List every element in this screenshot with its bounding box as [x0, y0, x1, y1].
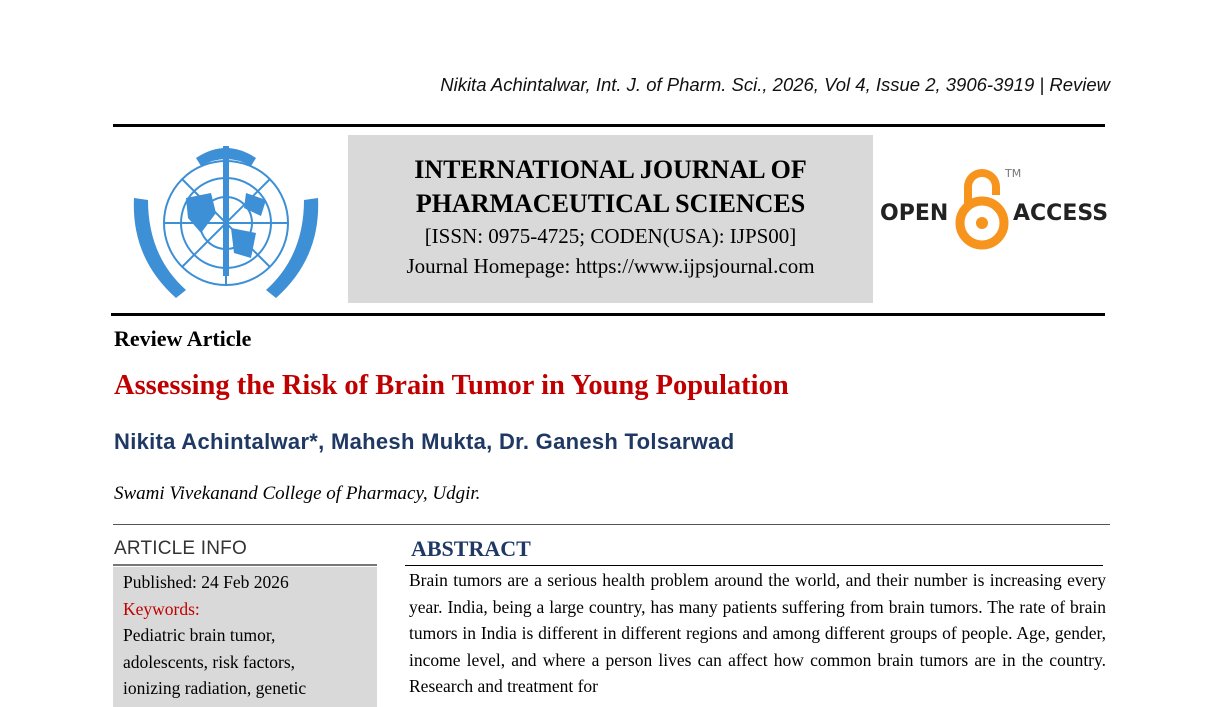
article-info-rule [113, 564, 377, 566]
article-info-heading: ARTICLE INFO [114, 538, 247, 559]
journal-homepage: Journal Homepage: https://www.ijpsjourna… [406, 254, 815, 278]
open-access-right-text: ACCESS [1013, 201, 1109, 226]
journal-name-line1: INTERNATIONAL JOURNAL OF [414, 155, 807, 184]
abstract-text: Brain tumors are a serious health proble… [409, 570, 1106, 696]
keywords-line: ionizing radiation, genetic [123, 678, 307, 698]
journal-issn: [ISSN: 0975-4725; CODEN(USA): IJPS00] [424, 224, 797, 248]
article-info-box: Published: 24 Feb 2026 Keywords: Pediatr… [113, 567, 377, 707]
journal-name-line2: PHARMACEUTICAL SCIENCES [415, 189, 806, 218]
header-top-rule [113, 124, 1105, 127]
running-header: Nikita Achintalwar, Int. J. of Pharm. Sc… [440, 74, 1110, 95]
keywords-label: Keywords: [123, 598, 200, 619]
journal-masthead: INTERNATIONAL JOURNAL OF PHARMACEUTICAL … [348, 135, 873, 303]
open-lock-icon [955, 169, 1009, 250]
header-bottom-rule [111, 313, 1105, 316]
trademark-mark: TM [1005, 167, 1022, 180]
keywords-line: Pediatric brain tumor, [123, 625, 276, 645]
section-divider [113, 524, 1110, 525]
open-access-logo: OPEN TM ACCESS [880, 165, 1109, 253]
article-type: Review Article [114, 326, 252, 351]
keywords-line: adolescents, risk factors, [123, 651, 296, 672]
abstract-heading: ABSTRACT [411, 536, 531, 561]
published-date: Published: 24 Feb 2026 [123, 572, 289, 592]
article-authors: Nikita Achintalwar*, Mahesh Mukta, Dr. G… [114, 429, 735, 454]
article-title: Assessing the Risk of Brain Tumor in You… [114, 370, 789, 401]
article-affiliation: Swami Vivekanand College of Pharmacy, Ud… [114, 483, 481, 504]
abstract-rule [405, 565, 1103, 566]
open-access-left-text: OPEN [880, 201, 949, 226]
journal-emblem-logo [133, 146, 319, 298]
